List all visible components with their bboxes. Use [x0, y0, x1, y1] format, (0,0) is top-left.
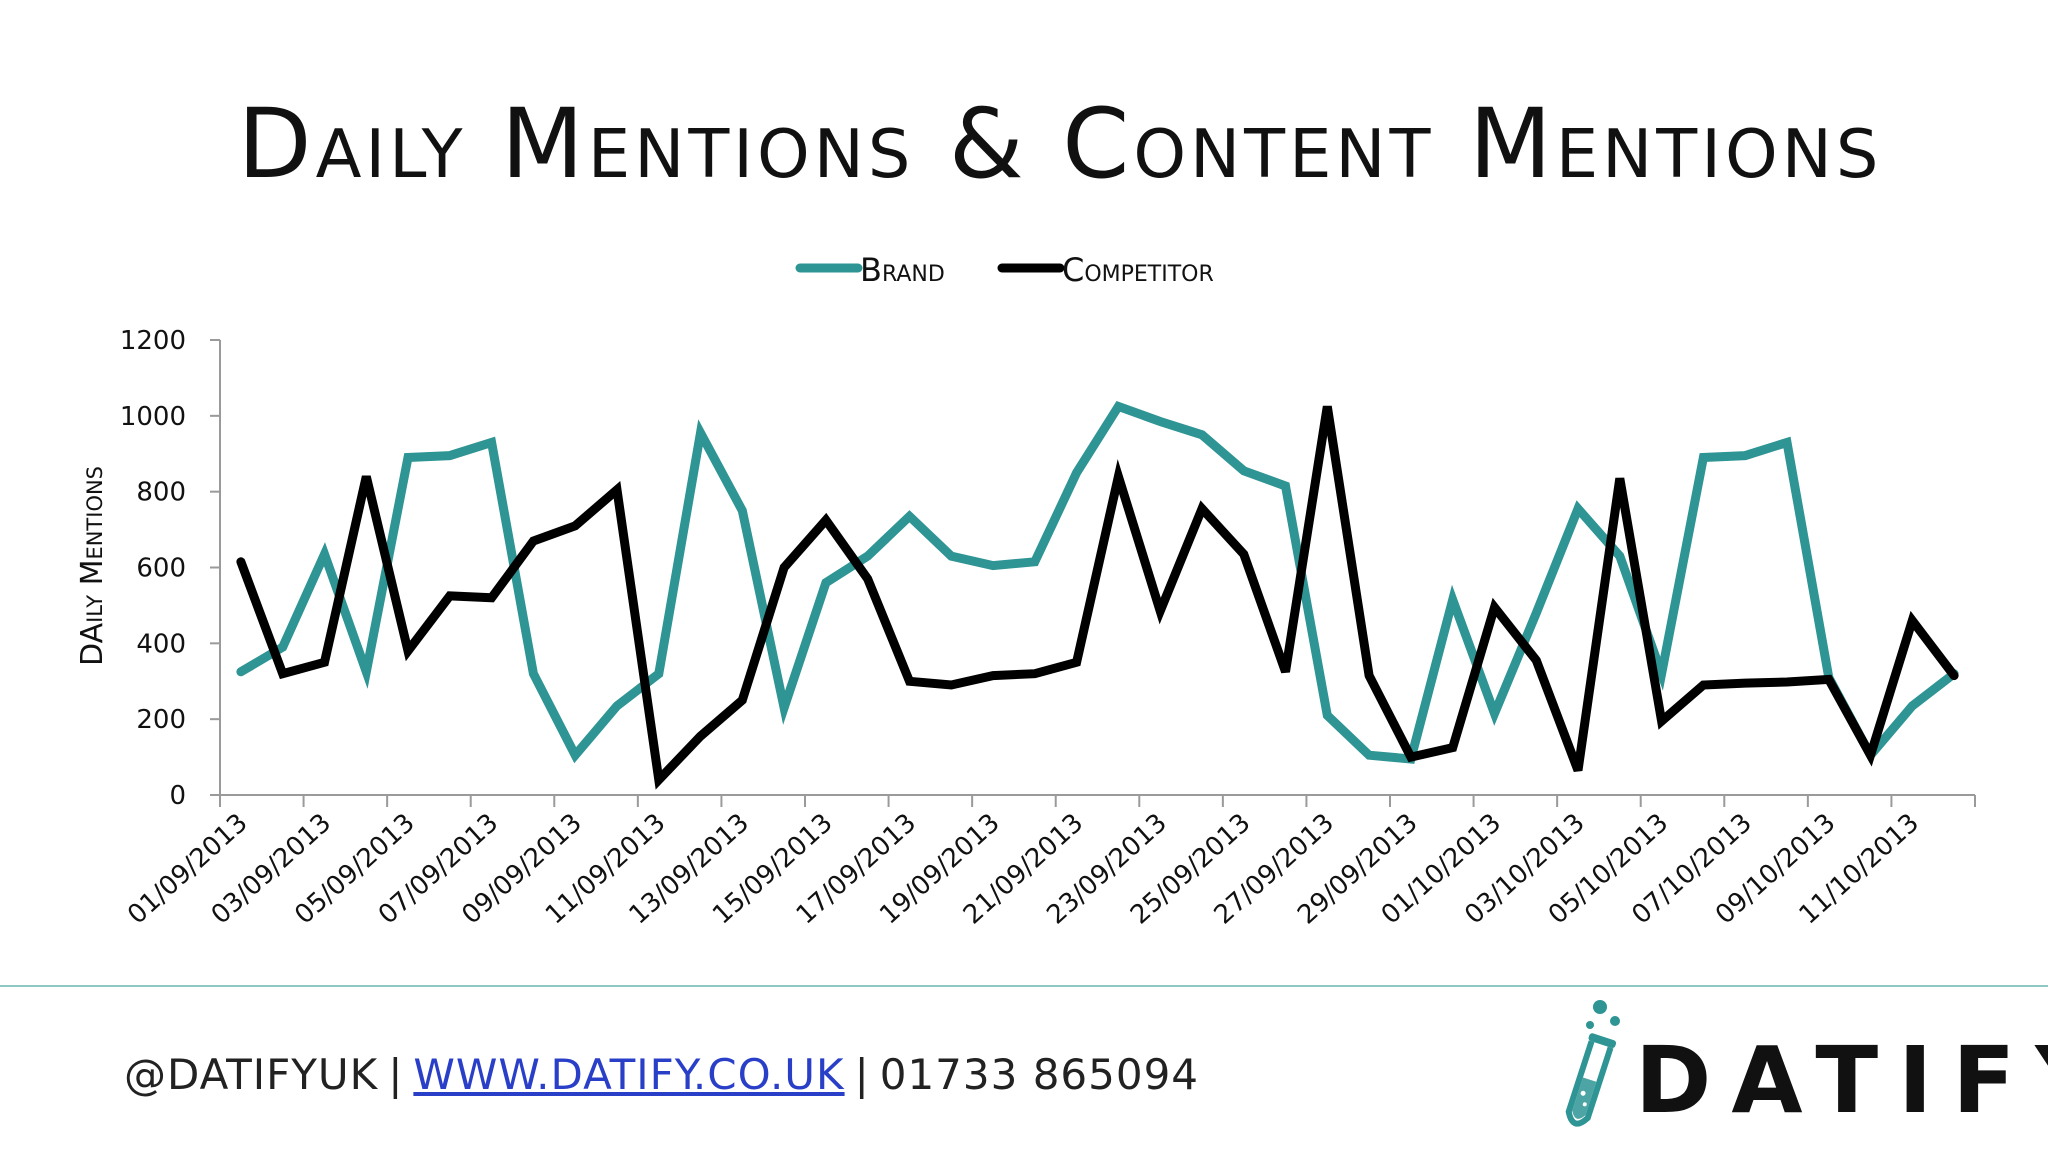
y-tick-label: 200 [136, 705, 186, 735]
y-ticks: 0 200 400 600 800 1000 1200 [120, 326, 220, 811]
legend-label-competitor: Competitor [1062, 251, 1214, 289]
y-axis-label: DAily Mentions [75, 466, 110, 666]
series-lines [236, 400, 1959, 790]
legend: Brand Competitor [795, 251, 1214, 289]
separator: | [854, 1050, 870, 1099]
separator: | [388, 1050, 404, 1099]
y-tick-label: 1200 [120, 326, 186, 356]
series-line-brand [236, 400, 1959, 764]
phone-number: 01733 865094 [879, 1050, 1200, 1099]
datify-logo: DATIFY [1540, 995, 2048, 1145]
line-chart: Brand Competitor DAily Mentions 0 200 400 6… [75, 251, 1976, 930]
website-link[interactable]: WWW.DATIFY.CO.UK [413, 1050, 845, 1099]
y-tick-label: 600 [136, 554, 186, 584]
y-tick-label: 800 [136, 478, 186, 508]
logo-wordmark: DATIFY [1635, 1027, 2048, 1134]
footer-contact: @DATIFYUK | WWW.DATIFY.CO.UK | 01733 865094 [124, 1050, 1199, 1099]
y-tick-label: 400 [136, 629, 186, 659]
x-ticks: 01/09/201303/09/201305/09/201307/09/2013… [122, 795, 1976, 930]
y-tick-label: 0 [169, 781, 186, 811]
series-line-competitor [236, 405, 1959, 790]
page-title: Daily Mentions & Content Mentions [237, 88, 1883, 200]
y-tick-label: 1000 [120, 402, 186, 432]
twitter-handle: @DATIFYUK [124, 1050, 379, 1099]
footer-divider [0, 985, 2048, 987]
legend-label-brand: Brand [860, 251, 945, 289]
test-tube-icon [1565, 1000, 1620, 1127]
